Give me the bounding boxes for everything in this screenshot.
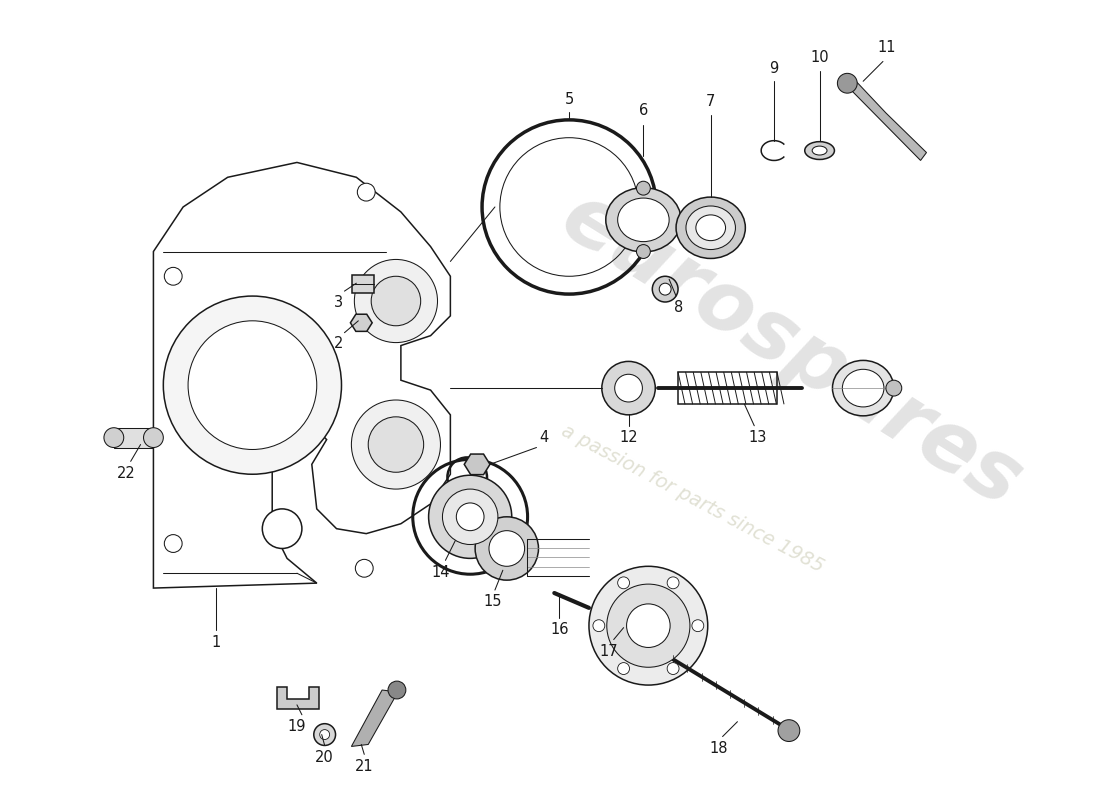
Ellipse shape — [676, 197, 746, 258]
Text: 12: 12 — [619, 430, 638, 445]
Text: 4: 4 — [540, 430, 549, 445]
Text: 17: 17 — [600, 644, 618, 659]
Circle shape — [429, 475, 512, 558]
Circle shape — [668, 577, 679, 589]
Text: 3: 3 — [334, 294, 343, 310]
Ellipse shape — [833, 361, 894, 416]
Circle shape — [778, 720, 800, 742]
Circle shape — [188, 321, 317, 450]
Bar — [113, 428, 153, 447]
Text: 14: 14 — [431, 565, 450, 580]
Circle shape — [262, 509, 301, 549]
Circle shape — [618, 577, 629, 589]
Text: 15: 15 — [484, 594, 503, 610]
Circle shape — [358, 183, 375, 201]
Circle shape — [368, 417, 424, 472]
Circle shape — [355, 559, 373, 577]
Polygon shape — [277, 687, 319, 709]
Polygon shape — [351, 690, 398, 746]
Circle shape — [354, 259, 438, 342]
Circle shape — [593, 620, 605, 632]
Text: 10: 10 — [811, 50, 829, 65]
Ellipse shape — [686, 206, 736, 250]
Circle shape — [668, 662, 679, 674]
Ellipse shape — [805, 142, 835, 159]
Circle shape — [490, 530, 525, 566]
Text: 21: 21 — [355, 758, 374, 774]
Circle shape — [475, 517, 539, 580]
Circle shape — [637, 245, 650, 258]
Circle shape — [163, 296, 341, 474]
Circle shape — [371, 276, 420, 326]
Text: 16: 16 — [550, 622, 569, 637]
Circle shape — [637, 182, 650, 195]
Polygon shape — [464, 454, 490, 474]
Circle shape — [456, 503, 484, 530]
Text: 1: 1 — [211, 635, 220, 650]
Text: 19: 19 — [288, 719, 306, 734]
Ellipse shape — [696, 215, 726, 241]
Text: 2: 2 — [333, 336, 343, 351]
Text: eurospares: eurospares — [547, 177, 1037, 525]
Circle shape — [164, 534, 183, 553]
Circle shape — [652, 276, 678, 302]
Circle shape — [627, 604, 670, 647]
Circle shape — [164, 267, 183, 285]
Circle shape — [143, 428, 163, 447]
Text: a passion for parts since 1985: a passion for parts since 1985 — [559, 422, 827, 577]
Text: 6: 6 — [639, 103, 648, 118]
Polygon shape — [846, 78, 926, 161]
Circle shape — [618, 662, 629, 674]
Circle shape — [692, 620, 704, 632]
Text: 13: 13 — [748, 430, 767, 445]
Ellipse shape — [843, 370, 884, 407]
Text: 7: 7 — [706, 94, 715, 109]
Circle shape — [837, 74, 857, 93]
Text: 22: 22 — [118, 466, 136, 481]
Circle shape — [615, 374, 642, 402]
Bar — [678, 372, 777, 404]
Polygon shape — [153, 162, 450, 588]
Circle shape — [103, 428, 123, 447]
Circle shape — [607, 584, 690, 667]
Text: 20: 20 — [316, 750, 334, 765]
Ellipse shape — [812, 146, 827, 155]
Ellipse shape — [618, 198, 669, 242]
Polygon shape — [351, 314, 372, 331]
Text: 9: 9 — [769, 61, 779, 76]
Text: 5: 5 — [564, 91, 574, 106]
Circle shape — [351, 400, 440, 489]
Text: 11: 11 — [878, 40, 896, 55]
Circle shape — [442, 489, 498, 545]
Circle shape — [602, 362, 656, 415]
Circle shape — [388, 681, 406, 699]
Circle shape — [588, 566, 707, 685]
Text: 18: 18 — [710, 741, 728, 756]
Bar — [352, 275, 374, 293]
Ellipse shape — [606, 188, 681, 252]
Circle shape — [659, 283, 671, 295]
Circle shape — [320, 730, 330, 739]
Circle shape — [886, 380, 902, 396]
Text: 8: 8 — [674, 301, 684, 315]
Circle shape — [314, 724, 336, 746]
